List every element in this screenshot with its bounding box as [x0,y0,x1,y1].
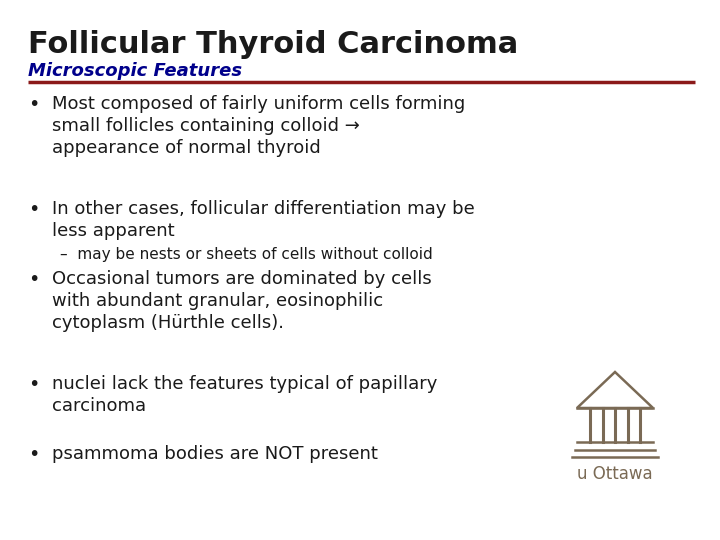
Text: Microscopic Features: Microscopic Features [28,62,242,80]
Text: •: • [28,445,40,464]
Text: Occasional tumors are dominated by cells
with abundant granular, eosinophilic
cy: Occasional tumors are dominated by cells… [52,270,432,333]
Text: In other cases, follicular differentiation may be
less apparent: In other cases, follicular differentiati… [52,200,474,240]
Text: psammoma bodies are NOT present: psammoma bodies are NOT present [52,445,378,463]
Text: Follicular Thyroid Carcinoma: Follicular Thyroid Carcinoma [28,30,518,59]
Text: nuclei lack the features typical of papillary
carcinoma: nuclei lack the features typical of papi… [52,375,437,415]
Text: –  may be nests or sheets of cells without colloid: – may be nests or sheets of cells withou… [60,247,433,262]
Text: •: • [28,95,40,114]
Text: Most composed of fairly uniform cells forming
small follicles containing colloid: Most composed of fairly uniform cells fo… [52,95,465,157]
Text: •: • [28,200,40,219]
Text: •: • [28,375,40,394]
Text: •: • [28,270,40,289]
Text: u Ottawa: u Ottawa [577,465,653,483]
